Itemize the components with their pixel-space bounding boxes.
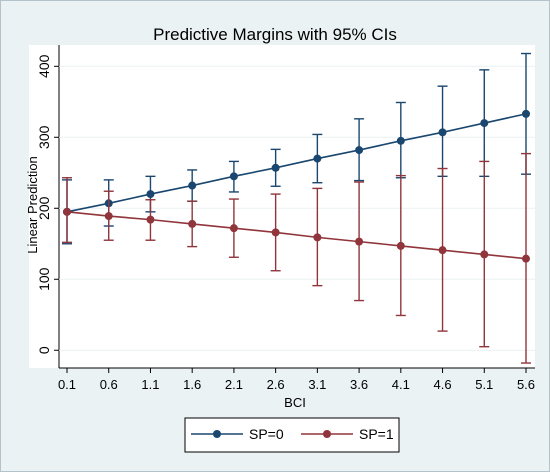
y-tick-label-300: 300 — [36, 125, 52, 149]
point-1-5 — [271, 228, 280, 237]
point-0-9 — [438, 128, 447, 137]
point-0-5 — [271, 163, 280, 172]
point-0-4 — [229, 172, 238, 181]
point-1-3 — [188, 219, 197, 228]
legend-label-sp0: SP=0 — [249, 426, 284, 442]
point-1-2 — [146, 215, 155, 224]
x-tick-label-2: 1.1 — [141, 377, 159, 392]
x-tick-label-11: 5.6 — [517, 377, 535, 392]
point-0-2 — [146, 190, 155, 199]
x-axis-ticks: 0.1 0.6 1.1 1.6 2.1 2.6 3.1 3.6 4.1 4.6 5.1 5.6 — [58, 368, 535, 392]
x-tick-label-4: 2.1 — [225, 377, 243, 392]
point-1-9 — [438, 246, 447, 255]
point-0-7 — [355, 146, 364, 155]
x-tick-label-10: 5.1 — [475, 377, 493, 392]
legend-marker-sp1 — [323, 430, 331, 438]
legend-label-sp1: SP=1 — [359, 426, 394, 442]
point-0-11 — [522, 109, 530, 118]
x-tick-label-9: 4.6 — [434, 377, 452, 392]
point-1-1 — [104, 212, 113, 221]
x-tick-label-3: 1.6 — [183, 377, 201, 392]
x-tick-label-8: 4.1 — [392, 377, 410, 392]
point-0-6 — [313, 154, 322, 163]
point-0-10 — [480, 119, 489, 128]
plot-area — [29, 45, 535, 368]
point-1-7 — [355, 237, 364, 246]
chart-title: Predictive Margins with 95% CIs — [153, 25, 397, 44]
point-1-4 — [229, 224, 238, 233]
point-0-8 — [396, 136, 405, 145]
point-1-8 — [396, 241, 405, 250]
y-tick-label-400: 400 — [36, 54, 52, 78]
series-1 — [62, 152, 531, 364]
series-group — [62, 52, 531, 364]
y-axis-ticks: 0 100 200 300 400 — [36, 54, 59, 354]
legend-marker-sp0 — [213, 430, 221, 438]
x-tick-label-7: 3.6 — [350, 377, 368, 392]
gridlines — [59, 65, 535, 351]
y-tick-label-100: 100 — [36, 267, 52, 291]
series-line-1 — [66, 211, 527, 260]
x-tick-label-0: 0.1 — [58, 377, 76, 392]
y-tick-label-200: 200 — [36, 196, 52, 220]
x-tick-label-5: 2.6 — [267, 377, 285, 392]
y-axis-label: Linear Prediction — [25, 156, 40, 254]
x-tick-label-6: 3.1 — [308, 377, 326, 392]
point-1-0 — [63, 207, 71, 216]
y-tick-label-0: 0 — [36, 346, 52, 354]
series-line-0 — [66, 113, 527, 213]
point-1-11 — [522, 254, 530, 263]
point-1-10 — [480, 250, 489, 259]
point-0-3 — [188, 181, 197, 190]
x-axis-label: BCI — [284, 395, 306, 410]
legend: SP=0 SP=1 — [184, 417, 400, 453]
x-tick-label-1: 0.6 — [100, 377, 118, 392]
point-1-6 — [313, 233, 322, 242]
